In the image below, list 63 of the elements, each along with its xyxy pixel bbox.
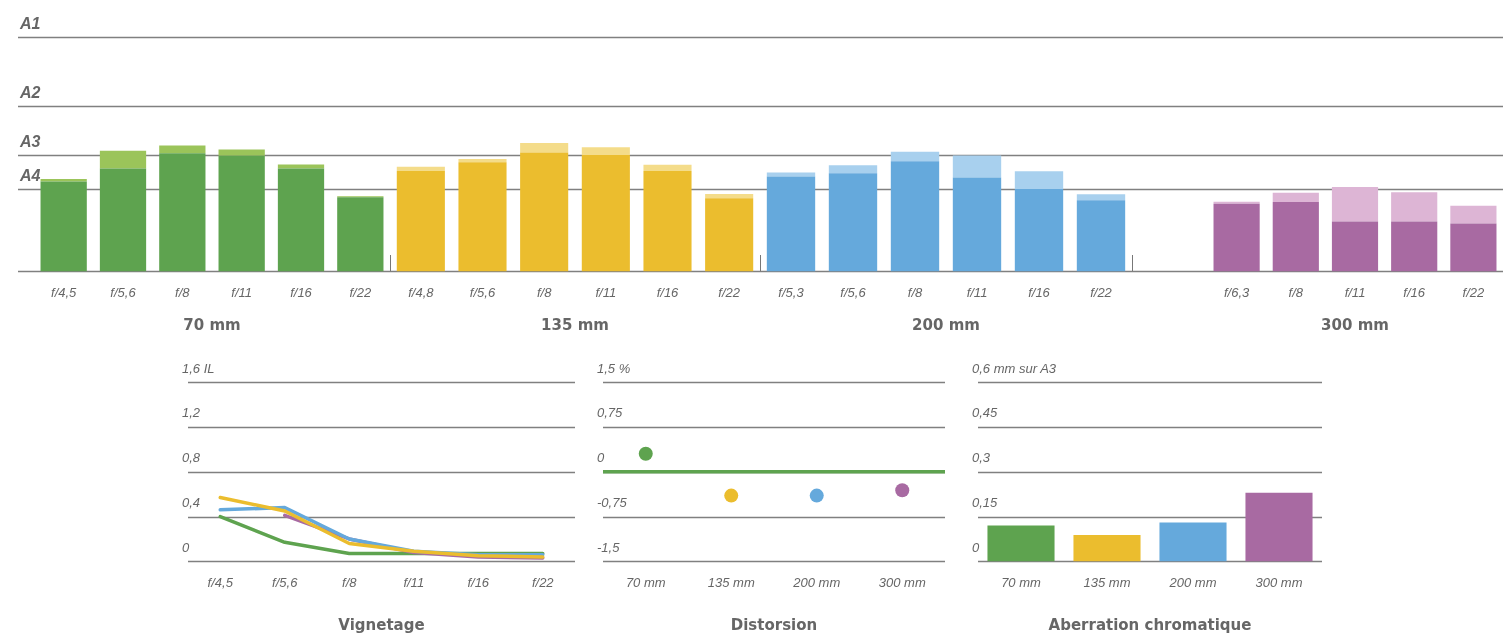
x-tick-label: f/8 — [342, 574, 358, 590]
ref-line-label: A4 — [19, 166, 41, 184]
ref-line-label: A1 — [19, 14, 41, 32]
x-tick-label: f/5,6 — [840, 284, 867, 300]
ref-line-label: A2 — [19, 83, 41, 101]
x-tick-label: f/4,5 — [51, 284, 78, 300]
x-tick-label: f/22 — [1462, 284, 1486, 300]
y-tick-label: 0,6 mm sur A3 — [972, 360, 1057, 376]
x-tick-label: f/11 — [231, 284, 253, 300]
x-tick-label: 300 mm — [1255, 574, 1303, 590]
x-tick-label: f/16 — [656, 284, 680, 300]
y-tick-label: 1,6 IL — [182, 360, 215, 376]
y-tick-label: 0 — [597, 450, 605, 466]
y-tick-label: 0 — [182, 540, 190, 556]
x-tick-label: f/4,8 — [408, 284, 435, 300]
y-tick-label: 0 — [972, 540, 980, 556]
x-tick-label: f/11 — [1344, 284, 1366, 300]
text: Vignetage — [338, 615, 425, 634]
x-tick-label: f/4,5 — [207, 574, 234, 590]
y-tick-label: -1,5 — [597, 540, 621, 556]
x-tick-label: f/22 — [1090, 284, 1113, 300]
x-tick-label: f/8 — [536, 284, 553, 300]
y-tick-label: 0,8 — [182, 450, 201, 466]
x-tick-label: 135 mm — [1083, 574, 1131, 590]
x-tick-label: f/11 — [966, 284, 988, 300]
x-tick-label: f/22 — [349, 284, 372, 300]
x-tick-label: f/5,6 — [110, 284, 137, 300]
x-tick-label: 70 mm — [1001, 574, 1042, 590]
x-tick-label: f/22 — [718, 284, 741, 300]
x-axis-title: 300 mm — [1321, 315, 1389, 334]
y-tick-label: 1,2 — [182, 405, 201, 421]
x-tick-label: f/11 — [403, 574, 425, 590]
y-tick-label: 0,15 — [972, 495, 999, 511]
y-tick-label: 1,5 % — [597, 360, 631, 376]
y-tick-label: 0,45 — [972, 405, 999, 421]
x-tick-label: f/5,6 — [272, 574, 299, 590]
x-tick-label: f/8 — [175, 284, 191, 300]
x-axis-title: 135 mm — [541, 315, 609, 334]
text: Aberration chromatique — [1048, 615, 1252, 634]
y-tick-label: 0,75 — [597, 405, 624, 421]
x-tick-label: f/22 — [531, 574, 555, 590]
x-tick-label: f/16 — [467, 574, 490, 590]
x-axis-title: 70 mm — [183, 315, 241, 334]
text: Distorsion — [730, 615, 818, 634]
x-tick-label: f/6,3 — [1223, 284, 1251, 300]
x-tick-label: 200 mm — [792, 574, 841, 590]
y-tick-label: 0,4 — [182, 495, 201, 511]
x-tick-label: f/8 — [907, 284, 923, 300]
x-tick-label: f/16 — [290, 284, 313, 300]
y-tick-label: -0,75 — [597, 495, 628, 511]
x-tick-label: f/8 — [1288, 284, 1304, 300]
x-tick-label: 200 mm — [1168, 574, 1217, 590]
x-tick-label: 70 mm — [625, 574, 666, 590]
x-tick-label: f/5,6 — [469, 284, 496, 300]
x-tick-label: 300 mm — [878, 574, 926, 590]
x-tick-label: f/5,3 — [778, 284, 805, 300]
x-axis-title: 200 mm — [912, 315, 980, 334]
x-tick-label: 135 mm — [707, 574, 755, 590]
x-tick-label: f/11 — [595, 284, 617, 300]
ref-line-label: A3 — [19, 132, 41, 150]
x-tick-label: f/16 — [1403, 284, 1426, 300]
x-tick-label: f/16 — [1028, 284, 1051, 300]
y-tick-label: 0,3 — [972, 450, 991, 466]
